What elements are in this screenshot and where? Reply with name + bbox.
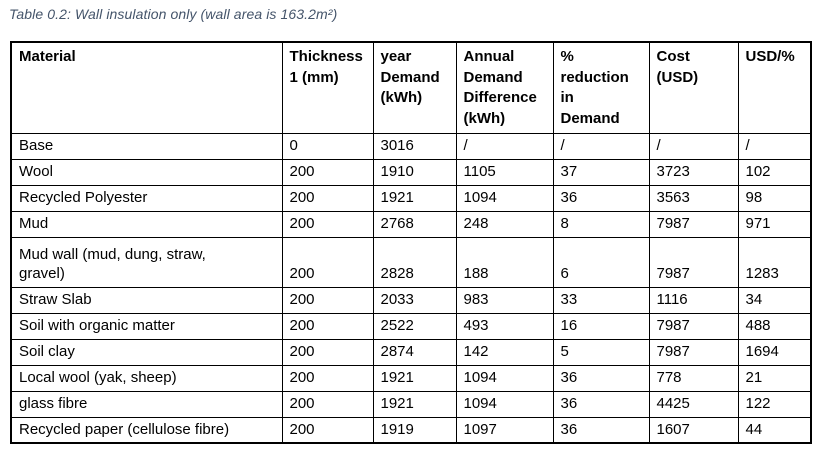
table-cell: 971 [737, 210, 812, 238]
table-cell: 200 [281, 390, 374, 418]
table-cell: 3016 [372, 132, 457, 160]
table-cell: 2033 [372, 286, 457, 314]
table-cell: 1105 [455, 158, 554, 186]
table-row-soil-organic: Soil with organic matter 200 2522 493 16… [10, 312, 812, 340]
table-cell: 34 [737, 286, 812, 314]
table-cell: Soil with organic matter [10, 312, 283, 340]
table-row-wool: Wool 200 1910 1105 37 3723 102 [10, 158, 812, 186]
table-cell: 200 [281, 210, 374, 238]
table-cell: 98 [737, 184, 812, 212]
table-cell: 2522 [372, 312, 457, 340]
table-cell: 6 [552, 236, 650, 288]
table-caption: Table 0.2: Wall insulation only (wall ar… [9, 6, 338, 22]
table-cell: 5 [552, 338, 650, 366]
table-cell: 983 [455, 286, 554, 314]
table-row-mud-wall: Mud wall (mud, dung, straw, gravel) 200 … [10, 236, 812, 288]
table-row-mud: Mud 200 2768 248 8 7987 971 [10, 210, 812, 238]
table-cell: 778 [648, 364, 739, 392]
table-cell: Local wool (yak, sheep) [10, 364, 283, 392]
table-cell: 200 [281, 158, 374, 186]
table-cell: 200 [281, 184, 374, 212]
table-cell: 33 [552, 286, 650, 314]
table-cell: 1921 [372, 184, 457, 212]
table-cell: Wool [10, 158, 283, 186]
table-cell: 1283 [737, 236, 812, 288]
table-cell: 7987 [648, 338, 739, 366]
table-cell: 16 [552, 312, 650, 340]
table-cell: 1919 [372, 416, 457, 444]
table-cell: Recycled paper (cellulose fibre) [10, 416, 283, 444]
column-header-usd-per-percent: USD/% [737, 41, 812, 134]
table-cell: 36 [552, 184, 650, 212]
table-row-local-wool: Local wool (yak, sheep) 200 1921 1094 36… [10, 364, 812, 392]
table-cell: 7987 [648, 210, 739, 238]
table-cell: 2828 [372, 236, 457, 288]
table-cell: 200 [281, 364, 374, 392]
table-cell: 1910 [372, 158, 457, 186]
table-cell: 7987 [648, 236, 739, 288]
table-cell: 3563 [648, 184, 739, 212]
table-cell: glass fibre [10, 390, 283, 418]
table-cell: 200 [281, 312, 374, 340]
table-cell: 1094 [455, 364, 554, 392]
table-cell: 1921 [372, 364, 457, 392]
table-cell: Recycled Polyester [10, 184, 283, 212]
column-header-material: Material [10, 41, 283, 134]
table-cell: 0 [281, 132, 374, 160]
table-cell: / [455, 132, 554, 160]
column-header-annual-demand-difference: Annual Demand Difference (kWh) [455, 41, 554, 134]
table-cell: 7987 [648, 312, 739, 340]
table-cell: 200 [281, 236, 374, 288]
table-cell: Soil clay [10, 338, 283, 366]
table-cell: Straw Slab [10, 286, 283, 314]
table-cell: 8 [552, 210, 650, 238]
table-cell: 493 [455, 312, 554, 340]
table-cell: 4425 [648, 390, 739, 418]
column-header-year-demand: year Demand (kWh) [372, 41, 457, 134]
table-cell: 3723 [648, 158, 739, 186]
table-cell: 36 [552, 390, 650, 418]
table-cell: 122 [737, 390, 812, 418]
table-row-recycled-paper: Recycled paper (cellulose fibre) 200 191… [10, 416, 812, 444]
table-cell: / [737, 132, 812, 160]
table-cell: 142 [455, 338, 554, 366]
table-row-glass-fibre: glass fibre 200 1921 1094 36 4425 122 [10, 390, 812, 418]
table-cell: 1921 [372, 390, 457, 418]
table-cell: 200 [281, 338, 374, 366]
table-row-base: Base 0 3016 / / / / [10, 132, 812, 160]
table-cell: 37 [552, 158, 650, 186]
table-cell: Mud [10, 210, 283, 238]
table-cell: Base [10, 132, 283, 160]
table-row-straw-slab: Straw Slab 200 2033 983 33 1116 34 [10, 286, 812, 314]
table-cell: 1097 [455, 416, 554, 444]
column-header-thickness: Thickness 1 (mm) [281, 41, 374, 134]
table-row-soil-clay: Soil clay 200 2874 142 5 7987 1694 [10, 338, 812, 366]
table-cell: 21 [737, 364, 812, 392]
table-cell: 2874 [372, 338, 457, 366]
table-cell: 44 [737, 416, 812, 444]
table-cell: 248 [455, 210, 554, 238]
table-row-recycled-polyester: Recycled Polyester 200 1921 1094 36 3563… [10, 184, 812, 212]
table-cell: 1116 [648, 286, 739, 314]
insulation-table: Material Thickness 1 (mm) year Demand (k… [10, 41, 812, 445]
table-cell: 1607 [648, 416, 739, 444]
table-cell: 488 [737, 312, 812, 340]
table-header-row: Material Thickness 1 (mm) year Demand (k… [10, 41, 812, 134]
table-cell: / [648, 132, 739, 160]
table-cell: 200 [281, 286, 374, 314]
table-cell: 2768 [372, 210, 457, 238]
table-cell: / [552, 132, 650, 160]
table-cell: 36 [552, 416, 650, 444]
table-cell: 200 [281, 416, 374, 444]
column-header-percent-reduction: % reduction in Demand [552, 41, 650, 134]
table-cell: 1094 [455, 390, 554, 418]
table-cell: 188 [455, 236, 554, 288]
table-cell: 1094 [455, 184, 554, 212]
table-cell: Mud wall (mud, dung, straw, gravel) [10, 236, 283, 288]
table-cell: 36 [552, 364, 650, 392]
column-header-cost: Cost (USD) [648, 41, 739, 134]
table-cell: 1694 [737, 338, 812, 366]
table-cell: 102 [737, 158, 812, 186]
